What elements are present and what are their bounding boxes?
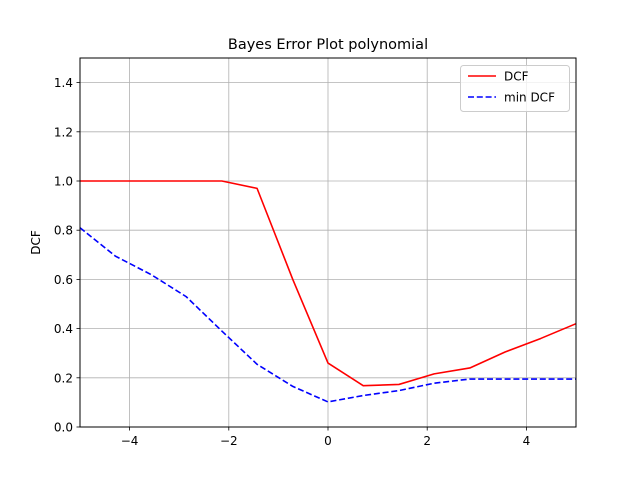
chart-title: Bayes Error Plot polynomial bbox=[228, 37, 428, 53]
y-tick-label: 1.2 bbox=[54, 125, 73, 139]
x-axis-ticks: −4 −2 0 2 4 bbox=[121, 427, 530, 448]
grid-lines bbox=[80, 58, 576, 428]
y-tick-label: 0.4 bbox=[54, 322, 73, 336]
x-tick-label: 4 bbox=[523, 434, 531, 448]
legend-label-min-dcf: min DCF bbox=[504, 91, 555, 105]
series-line-dcf bbox=[80, 180, 577, 387]
legend-label-dcf: DCF bbox=[504, 70, 529, 84]
x-tick-label: −2 bbox=[220, 434, 238, 448]
x-tick-label: 0 bbox=[324, 434, 332, 448]
legend: DCF min DCF bbox=[460, 65, 570, 112]
y-tick-label: 0.2 bbox=[54, 371, 73, 385]
y-tick-label: 0.8 bbox=[54, 224, 73, 238]
y-axis-ticks: 0.0 0.2 0.4 0.6 0.8 1.0 1.2 1.4 bbox=[54, 76, 80, 435]
x-tick-label: −4 bbox=[121, 434, 139, 448]
y-tick-label: 1.0 bbox=[54, 175, 73, 189]
x-tick-label: 2 bbox=[423, 434, 431, 448]
series-line-min-dcf bbox=[79, 227, 576, 403]
legend-box bbox=[460, 65, 570, 112]
y-tick-label: 1.4 bbox=[54, 76, 73, 90]
y-tick-label: 0.6 bbox=[54, 273, 73, 287]
series-layer bbox=[79, 180, 577, 403]
y-tick-label: 0.0 bbox=[54, 421, 73, 435]
y-axis-label: DCF bbox=[29, 230, 43, 255]
